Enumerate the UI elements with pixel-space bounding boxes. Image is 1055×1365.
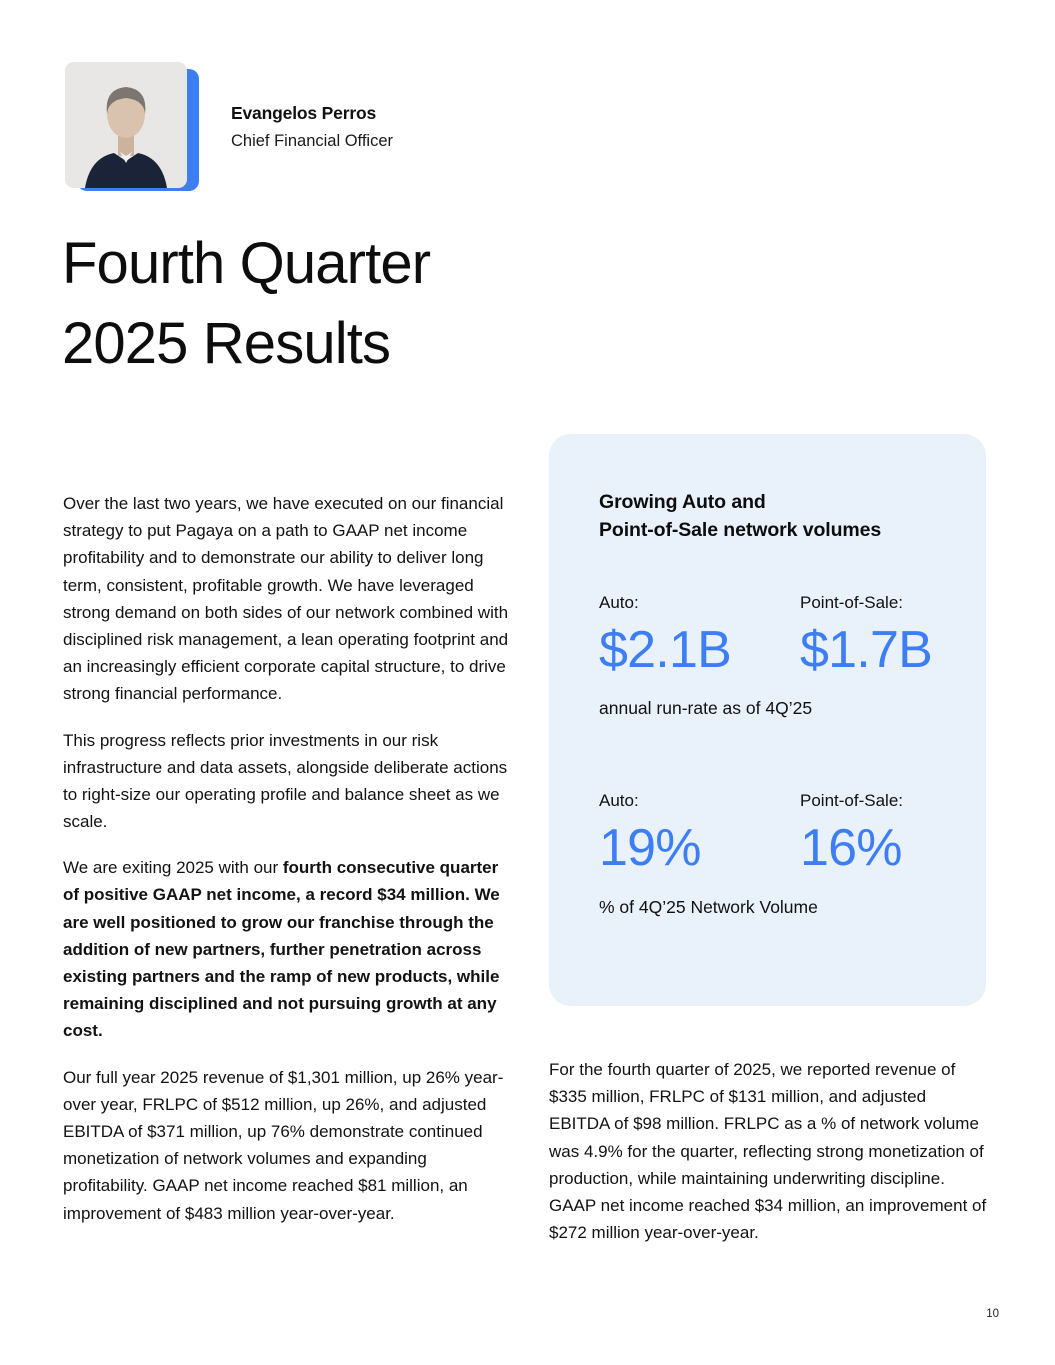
paragraph-3-bold: fourth consecutive quarter of positive G… (63, 858, 500, 1041)
card-title-line1: Growing Auto and (599, 491, 766, 513)
left-column: Over the last two years, we have execute… (63, 490, 509, 1227)
metric-label-pos: Point-of-Sale: (800, 592, 903, 612)
card-title-line2: Point-of-Sale network volumes (599, 519, 882, 542)
metric-auto-volume: Auto: 19% (599, 791, 800, 879)
metric-section-runrate: Auto: $2.1B Point-of-Sale: $1.7B annual … (599, 593, 936, 720)
metric-label-auto-2: Auto: (599, 791, 639, 811)
cfo-name: Evangelos Perros (231, 103, 377, 123)
metrics-card: Growing Auto and Point-of-Sale network v… (549, 434, 986, 1006)
metric-label-pos-2: Point-of-Sale: (800, 791, 903, 811)
metric-caption-runrate: annual run-rate as of 4Q’25 (599, 698, 813, 719)
paragraph-4: Our full year 2025 revenue of $1,301 mil… (63, 1067, 504, 1223)
metric-pos-volume: Point-of-Sale: 16% (800, 791, 936, 879)
page-title-line1: Fourth Quarter (62, 231, 431, 296)
metric-pos-runrate: Point-of-Sale: $1.7B (800, 593, 936, 681)
metric-row-volume: Auto: 19% Point-of-Sale: 16% (599, 791, 936, 879)
card-title: Growing Auto and Point-of-Sale network v… (599, 488, 936, 545)
metric-auto-runrate: Auto: $2.1B (599, 593, 800, 681)
cfo-photo (65, 62, 199, 192)
metric-value-pos-runrate: $1.7B (800, 620, 933, 679)
metric-caption-volume: % of 4Q’25 Network Volume (599, 897, 818, 918)
page-number: 10 (986, 1308, 999, 1320)
right-column: For the fourth quarter of 2025, we repor… (549, 1056, 989, 1246)
page-title: Fourth Quarter 2025 Results (62, 224, 702, 384)
paragraph-3: We are exiting 2025 with our fourth cons… (63, 854, 509, 1044)
paragraph-1: Over the last two years, we have execute… (63, 494, 509, 704)
metric-value-auto-runrate: $2.1B (599, 620, 732, 679)
cfo-title: Chief Financial Officer (231, 132, 394, 150)
paragraph-5: For the fourth quarter of 2025, we repor… (549, 1060, 987, 1243)
portrait-image (65, 62, 187, 188)
metric-label-auto: Auto: (599, 592, 639, 612)
metric-value-auto-volume: 19% (599, 819, 702, 878)
metric-value-pos-volume: 16% (800, 819, 903, 878)
metric-row-runrate: Auto: $2.1B Point-of-Sale: $1.7B (599, 593, 936, 681)
paragraph-2: This progress reflects prior investments… (63, 730, 508, 832)
cfo-profile: Evangelos Perros Chief Financial Officer (65, 62, 393, 192)
portrait-illustration (65, 62, 187, 188)
metric-section-volume: Auto: 19% Point-of-Sale: 16% % of 4Q’25 … (599, 791, 936, 918)
paragraph-3-regular: We are exiting 2025 with our (63, 858, 283, 878)
page-title-line2: 2025 Results (62, 311, 391, 377)
cfo-text-block: Evangelos Perros Chief Financial Officer (231, 103, 491, 151)
